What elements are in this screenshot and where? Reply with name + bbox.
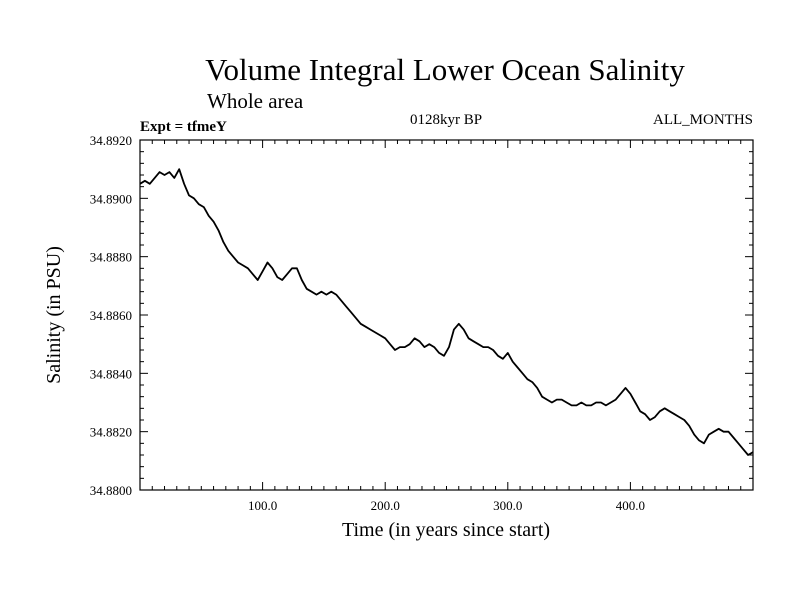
y-tick-label: 34.8880 [90,250,132,265]
y-tick-label: 34.8800 [90,483,132,498]
experiment-label: Expt = tfmeY [140,119,227,135]
x-tick-label: 300.0 [493,498,522,513]
plot-frame [139,139,754,491]
salinity-series-line [139,168,754,456]
y-tick-label: 34.8920 [90,133,132,148]
series-group [139,168,754,456]
y-tick-label: 34.8900 [90,191,132,206]
x-axis-label: Time (in years since start) [342,519,550,541]
y-tick-label: 34.8860 [90,308,132,323]
chart-subtitle: Whole area [207,89,304,113]
x-tick-label: 100.0 [248,498,277,513]
y-axis-label: Salinity (in PSU) [43,246,65,384]
period-label: 0128kyr BP [410,112,482,128]
x-tick-label: 200.0 [371,498,400,513]
months-label: ALL_MONTHS [653,112,753,128]
y-tick-label: 34.8820 [90,425,132,440]
chart-title: Volume Integral Lower Ocean Salinity [205,52,685,87]
ticks: 100.0 200.0 300.0 400.0 34.8800 34.8820 34.884… [90,133,753,513]
x-tick-label: 400.0 [616,498,645,513]
y-tick-label: 34.8840 [90,366,132,381]
